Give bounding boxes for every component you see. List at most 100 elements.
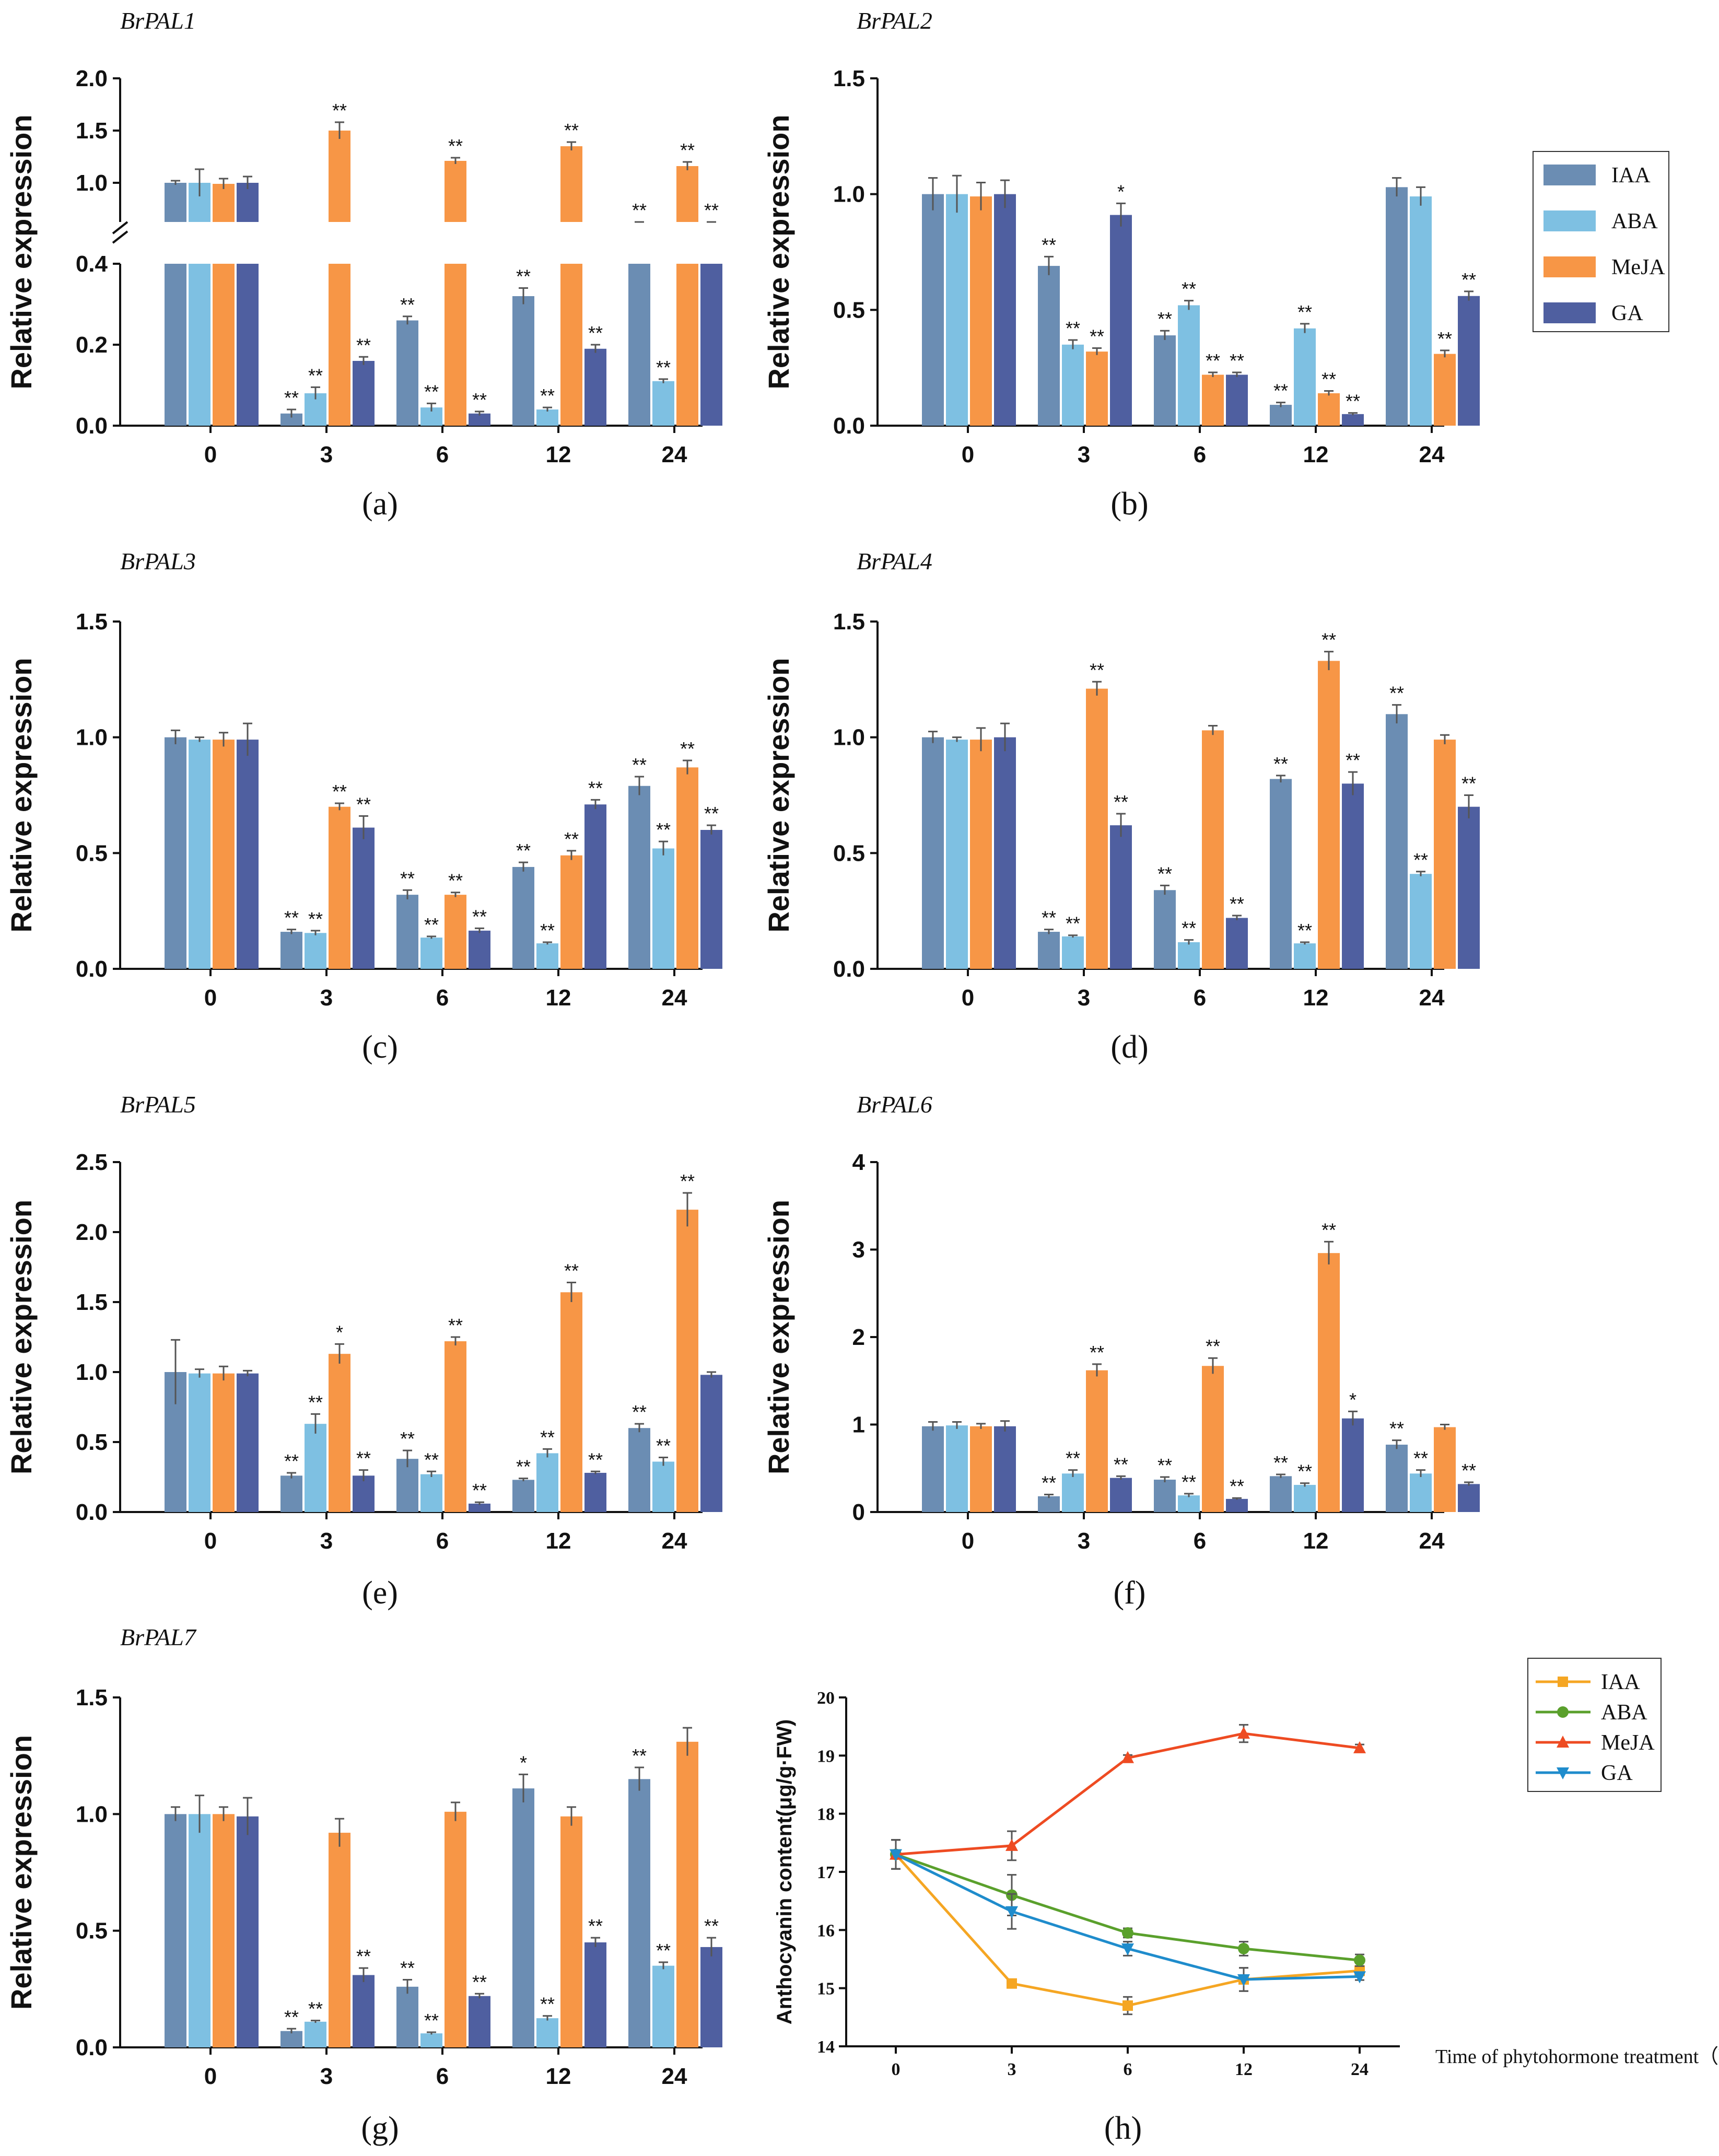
panel-a-sig-label: ** <box>704 200 719 221</box>
panel-a-ytick-label: 0.4 <box>76 251 108 277</box>
panel-f-label: (f) <box>1114 1575 1146 1611</box>
panel-g-bar-IAA-3 <box>280 2031 302 2047</box>
panel-f-sig-label: ** <box>1389 1418 1404 1439</box>
panel-e-sig-label: ** <box>356 1448 371 1469</box>
panel-f-bar-IAA-12 <box>1270 1476 1292 1512</box>
panel-f-xtick-label: 0 <box>962 1528 974 1554</box>
panel-b-bar-IAA-24 <box>1386 187 1408 426</box>
panel-a-bar-MeJA-12 <box>560 264 582 426</box>
panel-c-bar-GA-0 <box>237 740 259 969</box>
panel-e-bar-GA-12 <box>584 1472 606 1512</box>
panel-f-ylabel: Relative expression <box>762 1200 795 1474</box>
panel-a-bar-MeJA-24 <box>676 166 698 222</box>
panel-b-bar-MeJA-0 <box>970 196 992 426</box>
panel-g-sig-label: ** <box>632 1745 647 1766</box>
panel-c-sig-label: ** <box>680 738 695 759</box>
panel-h-xtick-label: 6 <box>1124 2060 1132 2079</box>
panel-f-ytick-label: 3 <box>852 1237 865 1263</box>
panel-b-bar-IAA-12 <box>1270 405 1292 426</box>
panel-a-bar-MeJA-0 <box>213 184 235 222</box>
panel-c-sig-label: ** <box>656 819 671 840</box>
panel-a-ytick-label: 0.0 <box>76 413 108 439</box>
panel-d-ylabel: Relative expression <box>762 658 795 932</box>
legend-swatch-IAA <box>1543 165 1596 185</box>
panel-a-bar-MeJA-12 <box>560 146 582 222</box>
panel-c-sig-label: ** <box>472 906 487 927</box>
panel-f-sig-label: ** <box>1297 1461 1312 1482</box>
legend-label-IAA: IAA <box>1611 163 1651 188</box>
panel-h-label: (h) <box>1104 2111 1142 2146</box>
panel-h-ytick-label: 16 <box>817 1921 835 1940</box>
panel-f-sig-label: ** <box>1413 1448 1428 1469</box>
panel-e-sig-label: ** <box>540 1426 555 1448</box>
panel-g-sig-label: ** <box>704 1915 719 1937</box>
panel-d-bar-GA-24 <box>1458 806 1480 969</box>
panel-b-bar-GA-6 <box>1226 374 1248 426</box>
panel-a-axis-break <box>112 221 128 235</box>
panel-c-bar-MeJA-6 <box>445 895 466 969</box>
panel-d-sig-label: ** <box>1389 683 1404 704</box>
panel-g-sig-label: ** <box>284 2006 299 2028</box>
panel-a-sig-label: ** <box>356 334 371 356</box>
panel-g-bar-GA-12 <box>584 1942 606 2047</box>
panel-a-ytick-label: 0.2 <box>76 332 108 358</box>
panel-f-ytick-label: 1 <box>852 1412 865 1438</box>
panel-a-bar-ABA-24 <box>652 381 674 426</box>
panel-e-ytick-label: 1.0 <box>76 1360 108 1385</box>
panel-a-bar-MeJA-6 <box>445 264 466 426</box>
panel-c-bar-ABA-3 <box>305 933 326 969</box>
panel-e-xtick-label: 6 <box>436 1528 449 1554</box>
panel-g-ytick-label: 1.0 <box>76 1801 108 1827</box>
panel-g-bar-IAA-12 <box>512 1788 534 2047</box>
panel-b-bar-ABA-0 <box>946 194 968 426</box>
panel-d-bar-IAA-0 <box>922 737 944 969</box>
panel-e-bar-ABA-6 <box>420 1474 442 1512</box>
panel-e-sig-label: ** <box>656 1435 671 1456</box>
panel-g-sig-label: ** <box>588 1915 603 1937</box>
panel-f-sig-label: ** <box>1322 1219 1336 1240</box>
panel-f-bar-IAA-6 <box>1154 1480 1176 1512</box>
panel-a-sig-label: ** <box>516 266 531 287</box>
panel-a-xtick-label: 6 <box>436 442 449 467</box>
panel-c-bar-ABA-24 <box>652 848 674 969</box>
panel-h-point-MeJA <box>1005 1838 1018 1851</box>
panel-a-bar-IAA-0 <box>165 264 186 426</box>
panel-b-label: (b) <box>1110 486 1148 522</box>
panel-b-sig-label: ** <box>1437 328 1452 349</box>
panel-c-sig-label: ** <box>308 908 323 930</box>
panel-c-bar-MeJA-12 <box>560 855 582 969</box>
panel-h-line-GA <box>895 1853 1360 1981</box>
panel-h-ytick-label: 20 <box>817 1689 835 1708</box>
panel-c-sig-label: ** <box>588 777 603 799</box>
panel-f-bar-ABA-0 <box>946 1425 968 1512</box>
panel-a-xtick-label: 0 <box>204 442 217 467</box>
panel-e-sig-label: * <box>336 1321 343 1343</box>
panel-a-bar-IAA-6 <box>396 320 418 426</box>
panel-d-ytick-label: 1.0 <box>833 725 865 751</box>
panel-f-bar-ABA-3 <box>1062 1473 1084 1512</box>
panel-g-sig-label: * <box>520 1752 527 1773</box>
panel-d-sig-label: ** <box>1090 659 1104 681</box>
panel-c-bar-MeJA-0 <box>213 740 235 969</box>
panel-g-bar-IAA-0 <box>165 1814 186 2047</box>
legend-label-MeJA: MeJA <box>1611 255 1665 279</box>
panel-f-xtick-label: 24 <box>1419 1528 1445 1554</box>
panel-e-label: (e) <box>362 1575 398 1611</box>
panel-f-bar-IAA-24 <box>1386 1445 1408 1512</box>
panel-a-sig-label: ** <box>588 322 603 344</box>
panel-a-ytick-label: 1.0 <box>76 170 108 196</box>
panel-b-sig-label: ** <box>1322 369 1336 390</box>
panel-a-bar-ABA-0 <box>189 264 211 426</box>
panel-d-sig-label: ** <box>1413 849 1428 871</box>
panel-d-bar-MeJA-3 <box>1086 688 1108 969</box>
panel-c-bar-GA-6 <box>469 930 490 969</box>
panel-c-bar-IAA-0 <box>165 737 186 969</box>
panel-c-sig-label: ** <box>332 781 347 802</box>
panel-b-sig-label: ** <box>1206 350 1220 371</box>
panel-b-bar-ABA-24 <box>1410 196 1432 426</box>
panel-g-bar-ABA-0 <box>189 1814 211 2047</box>
panel-e-title: BrPAL5 <box>120 1091 196 1118</box>
panel-c-xtick-label: 0 <box>204 985 217 1011</box>
panel-f-sig-label: ** <box>1273 1452 1288 1473</box>
panel-a-bar-GA-0 <box>237 264 259 426</box>
